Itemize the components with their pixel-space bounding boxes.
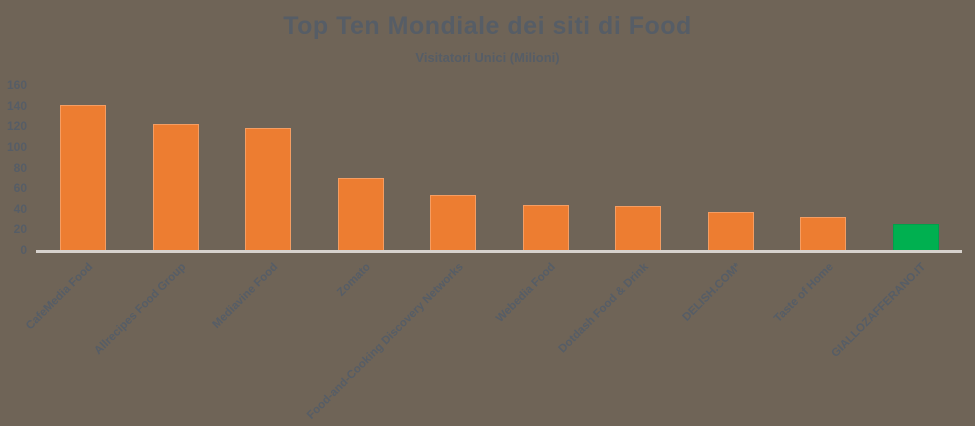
- x-category-label: Food-and-Cooking Discovery Networks: [304, 261, 466, 422]
- x-category-label: Zomato: [335, 261, 374, 299]
- bar-series: [522, 204, 569, 250]
- bar-series: [707, 211, 754, 250]
- bar-series: [800, 217, 847, 250]
- y-tick-label: 60: [13, 181, 27, 196]
- x-category-label: DELISH.COM*: [680, 261, 744, 324]
- chart-title: Top Ten Mondiale dei siti di Food: [283, 12, 692, 40]
- x-category-label: Mediavine Food: [210, 261, 281, 331]
- y-tick-label: 80: [13, 160, 27, 175]
- bar-series: [60, 104, 106, 250]
- y-tick-label: 160: [6, 78, 27, 92]
- y-tick-label: 120: [6, 119, 27, 134]
- x-category-label: Dotdash Food & Drink: [556, 261, 651, 356]
- y-tick-label: 140: [6, 98, 27, 113]
- y-tick-label: 20: [13, 222, 27, 237]
- bar-series: [615, 205, 662, 250]
- bar-series: [430, 195, 477, 250]
- y-tick-label: 100: [6, 139, 27, 154]
- y-tick-label: 0: [20, 243, 27, 257]
- y-tick-label: 40: [13, 201, 27, 216]
- x-category-label: Taste of Home: [771, 261, 836, 325]
- x-category-label: Allrecipes Food Group: [91, 261, 189, 358]
- x-axis-line: [36, 250, 962, 253]
- x-category-label: GIALLOZAFFERANO.IT: [829, 261, 929, 360]
- x-category-label: CafeMedia Food: [24, 261, 96, 333]
- bar-series: [245, 128, 292, 250]
- x-category-label: Webedia Food: [494, 261, 559, 325]
- bar-highlight: [892, 224, 939, 250]
- bar-series: [152, 124, 199, 250]
- chart-subtitle: Visitatori Unici (Milioni): [415, 50, 560, 65]
- bar-series: [337, 177, 384, 250]
